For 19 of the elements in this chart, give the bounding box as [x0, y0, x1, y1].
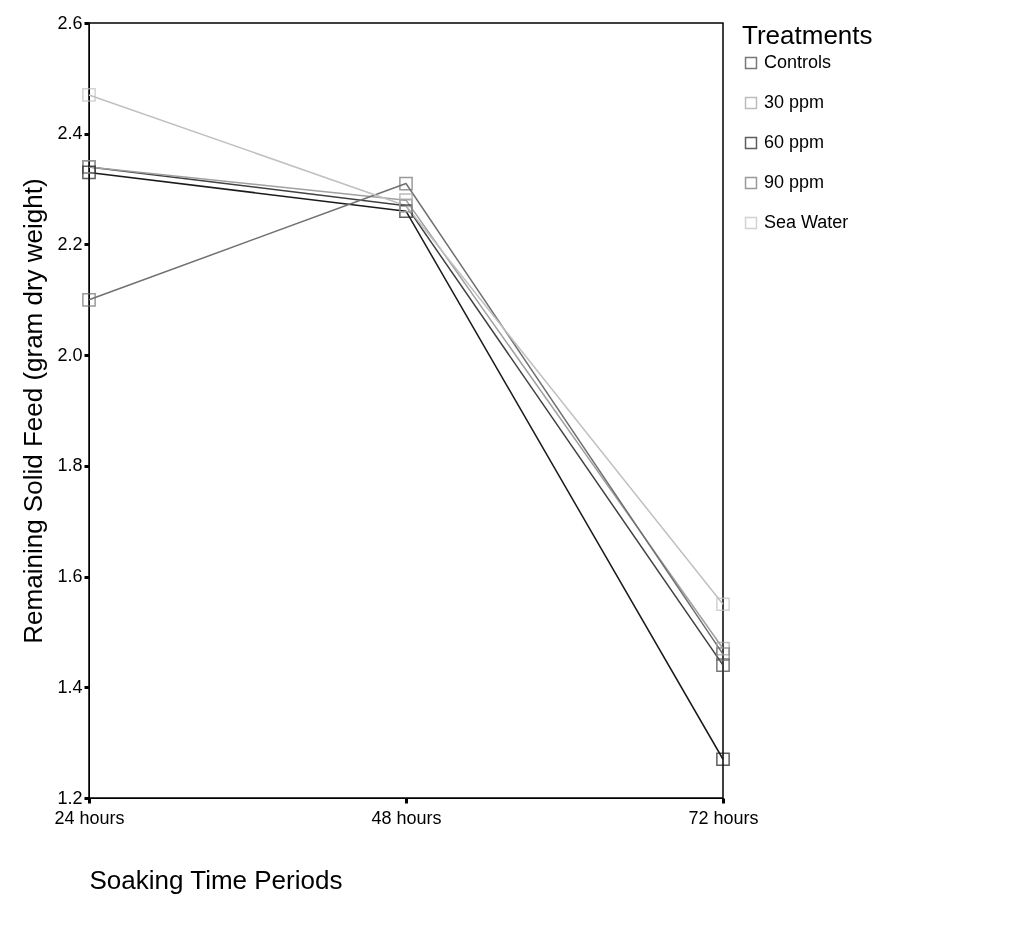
legend-label: 90 ppm	[764, 172, 825, 192]
y-tick-label: 2.6	[57, 12, 83, 33]
x-tick-label: 24 hours	[54, 807, 125, 828]
legend-label: Controls	[764, 52, 832, 72]
x-axis-title: Soaking Time Periods	[89, 864, 343, 895]
legend-title: Treatments	[742, 20, 873, 50]
x-tick-label: 72 hours	[688, 807, 759, 828]
legend-label: 60 ppm	[764, 132, 825, 152]
y-tick-label: 2.4	[57, 123, 83, 144]
legend-label: 30 ppm	[764, 92, 825, 112]
y-tick-label: 1.6	[57, 566, 83, 587]
y-tick-label: 2.0	[57, 344, 83, 365]
x-tick-label: 48 hours	[371, 807, 442, 828]
y-tick-label: 2.2	[57, 233, 83, 254]
y-axis-title: Remaining Solid Feed (gram dry weight)	[18, 178, 49, 644]
y-tick-label: 1.4	[57, 676, 83, 697]
legend-label: Sea Water	[764, 212, 849, 232]
y-tick-label: 1.8	[57, 455, 83, 476]
y-tick-label: 1.2	[57, 787, 83, 808]
